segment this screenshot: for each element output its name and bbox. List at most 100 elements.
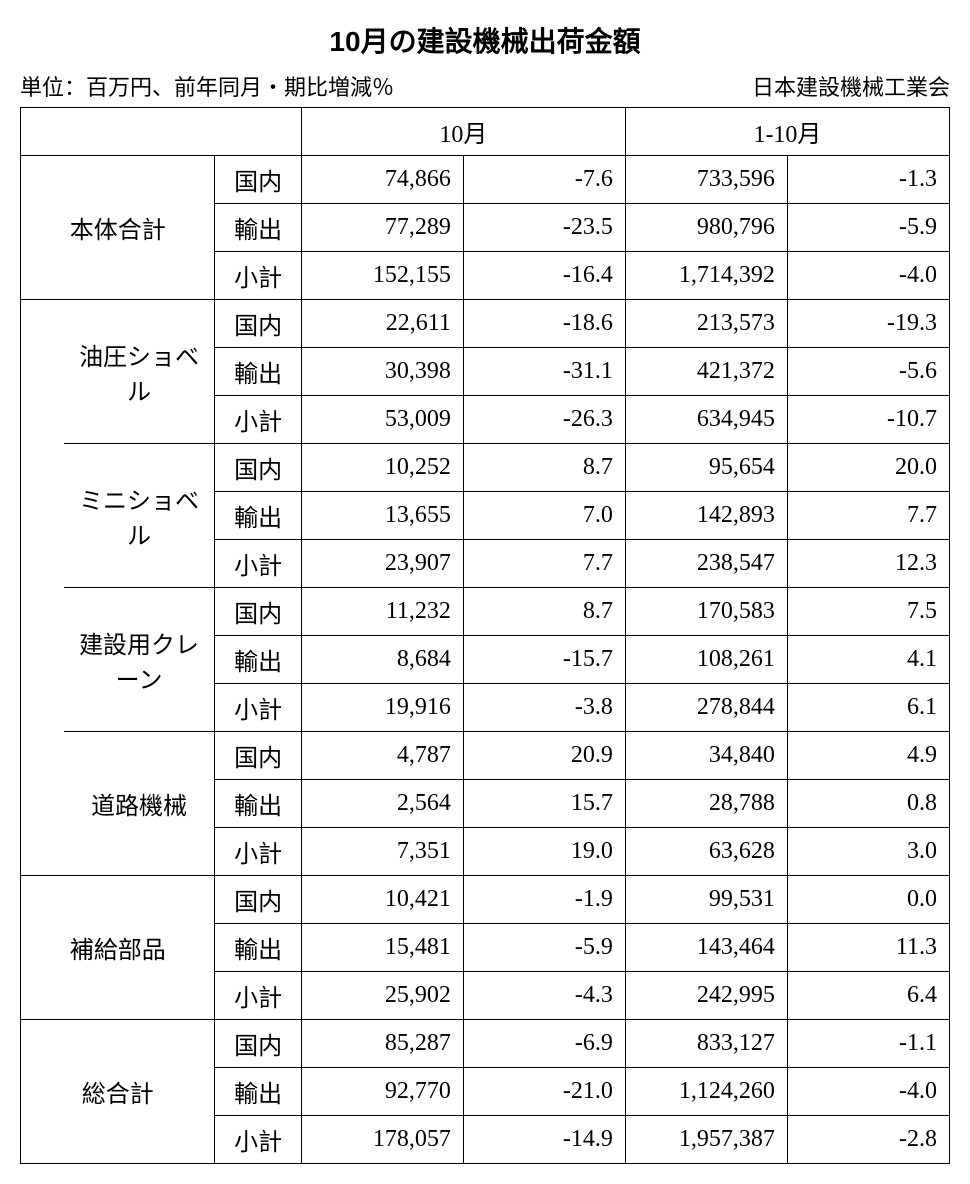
subcat-export: 輸出 — [215, 636, 301, 684]
source-label: 日本建設機械工業会 — [752, 70, 950, 102]
cell-pct: 11.3 — [787, 924, 949, 972]
cell-value: 74,866 — [301, 156, 463, 204]
cell-value: 77,289 — [301, 204, 463, 252]
cat-road: 道路機械 — [64, 732, 215, 876]
cell-value: 11,232 — [301, 588, 463, 636]
cell-value: 634,945 — [625, 396, 787, 444]
cat-hydraulic: 油圧ショベル — [64, 300, 215, 444]
subcat-export: 輸出 — [215, 924, 301, 972]
subcat-export: 輸出 — [215, 348, 301, 396]
cell-value: 7,351 — [301, 828, 463, 876]
cell-pct: -6.9 — [463, 1020, 625, 1068]
cell-pct: 4.9 — [787, 732, 949, 780]
cell-pct: -15.7 — [463, 636, 625, 684]
cat-supply: 補給部品 — [21, 876, 215, 1020]
cell-pct: 20.0 — [787, 444, 949, 492]
cell-pct: -26.3 — [463, 396, 625, 444]
header-blank — [21, 108, 302, 156]
cell-pct: -1.9 — [463, 876, 625, 924]
table-row: 建設用クレーン 国内 11,232 8.7 170,583 7.5 — [21, 588, 950, 636]
cell-pct: 7.7 — [463, 540, 625, 588]
subcat-subtotal: 小計 — [215, 684, 301, 732]
table-row: 補給部品 国内 10,421 -1.9 99,531 0.0 — [21, 876, 950, 924]
subcat-domestic: 国内 — [215, 300, 301, 348]
cell-value: 178,057 — [301, 1116, 463, 1164]
cell-value: 23,907 — [301, 540, 463, 588]
subcat-export: 輸出 — [215, 1068, 301, 1116]
subcat-domestic: 国内 — [215, 444, 301, 492]
cell-pct: 8.7 — [463, 588, 625, 636]
cell-value: 238,547 — [625, 540, 787, 588]
subcat-subtotal: 小計 — [215, 252, 301, 300]
cell-value: 30,398 — [301, 348, 463, 396]
subcat-export: 輸出 — [215, 780, 301, 828]
cell-pct: 15.7 — [463, 780, 625, 828]
header-oct: 10月 — [301, 108, 625, 156]
subcat-domestic: 国内 — [215, 156, 301, 204]
indent-cell — [21, 300, 64, 876]
cell-value: 242,995 — [625, 972, 787, 1020]
cell-value: 25,902 — [301, 972, 463, 1020]
table-row: 道路機械 国内 4,787 20.9 34,840 4.9 — [21, 732, 950, 780]
cat-main-total: 本体合計 — [21, 156, 215, 300]
cell-value: 13,655 — [301, 492, 463, 540]
cell-pct: -31.1 — [463, 348, 625, 396]
cell-pct: -4.0 — [787, 252, 949, 300]
page-title: 10月の建設機械出荷金額 — [20, 20, 950, 60]
table-row: ミニショベル 国内 10,252 8.7 95,654 20.0 — [21, 444, 950, 492]
table-header-row: 10月 1-10月 — [21, 108, 950, 156]
cell-value: 213,573 — [625, 300, 787, 348]
cell-pct: -21.0 — [463, 1068, 625, 1116]
cell-pct: -23.5 — [463, 204, 625, 252]
cell-value: 833,127 — [625, 1020, 787, 1068]
cell-pct: -18.6 — [463, 300, 625, 348]
cell-value: 8,684 — [301, 636, 463, 684]
subcat-subtotal: 小計 — [215, 396, 301, 444]
subcat-subtotal: 小計 — [215, 1116, 301, 1164]
cell-value: 152,155 — [301, 252, 463, 300]
cell-pct: 0.8 — [787, 780, 949, 828]
cell-pct: 8.7 — [463, 444, 625, 492]
cell-value: 63,628 — [625, 828, 787, 876]
subcat-export: 輸出 — [215, 492, 301, 540]
table-row: 総合計 国内 85,287 -6.9 833,127 -1.1 — [21, 1020, 950, 1068]
cell-value: 19,916 — [301, 684, 463, 732]
cell-pct: 4.1 — [787, 636, 949, 684]
cell-pct: 20.9 — [463, 732, 625, 780]
subcat-domestic: 国内 — [215, 588, 301, 636]
cell-value: 1,714,392 — [625, 252, 787, 300]
cell-pct: -2.8 — [787, 1116, 949, 1164]
cell-pct: 12.3 — [787, 540, 949, 588]
cell-value: 85,287 — [301, 1020, 463, 1068]
cell-pct: -10.7 — [787, 396, 949, 444]
cell-value: 15,481 — [301, 924, 463, 972]
cell-value: 10,252 — [301, 444, 463, 492]
cell-value: 53,009 — [301, 396, 463, 444]
cell-value: 92,770 — [301, 1068, 463, 1116]
cell-value: 22,611 — [301, 300, 463, 348]
cell-value: 34,840 — [625, 732, 787, 780]
cell-pct: 7.5 — [787, 588, 949, 636]
cat-crane: 建設用クレーン — [64, 588, 215, 732]
subcat-subtotal: 小計 — [215, 828, 301, 876]
subcat-export: 輸出 — [215, 204, 301, 252]
cell-pct: -4.0 — [787, 1068, 949, 1116]
cell-pct: 6.4 — [787, 972, 949, 1020]
cat-mini: ミニショベル — [64, 444, 215, 588]
subcat-domestic: 国内 — [215, 876, 301, 924]
cell-value: 1,957,387 — [625, 1116, 787, 1164]
cell-pct: 0.0 — [787, 876, 949, 924]
cell-value: 278,844 — [625, 684, 787, 732]
cell-pct: 19.0 — [463, 828, 625, 876]
header-row: 単位：百万円、前年同月・期比増減％ 日本建設機械工業会 — [20, 70, 950, 102]
unit-label: 単位：百万円、前年同月・期比増減％ — [20, 70, 394, 102]
header-jan-oct: 1-10月 — [625, 108, 949, 156]
cell-value: 421,372 — [625, 348, 787, 396]
cell-value: 2,564 — [301, 780, 463, 828]
cell-pct: -1.1 — [787, 1020, 949, 1068]
cell-value: 10,421 — [301, 876, 463, 924]
cell-pct: -16.4 — [463, 252, 625, 300]
cell-value: 980,796 — [625, 204, 787, 252]
cell-pct: 7.0 — [463, 492, 625, 540]
subcat-domestic: 国内 — [215, 1020, 301, 1068]
